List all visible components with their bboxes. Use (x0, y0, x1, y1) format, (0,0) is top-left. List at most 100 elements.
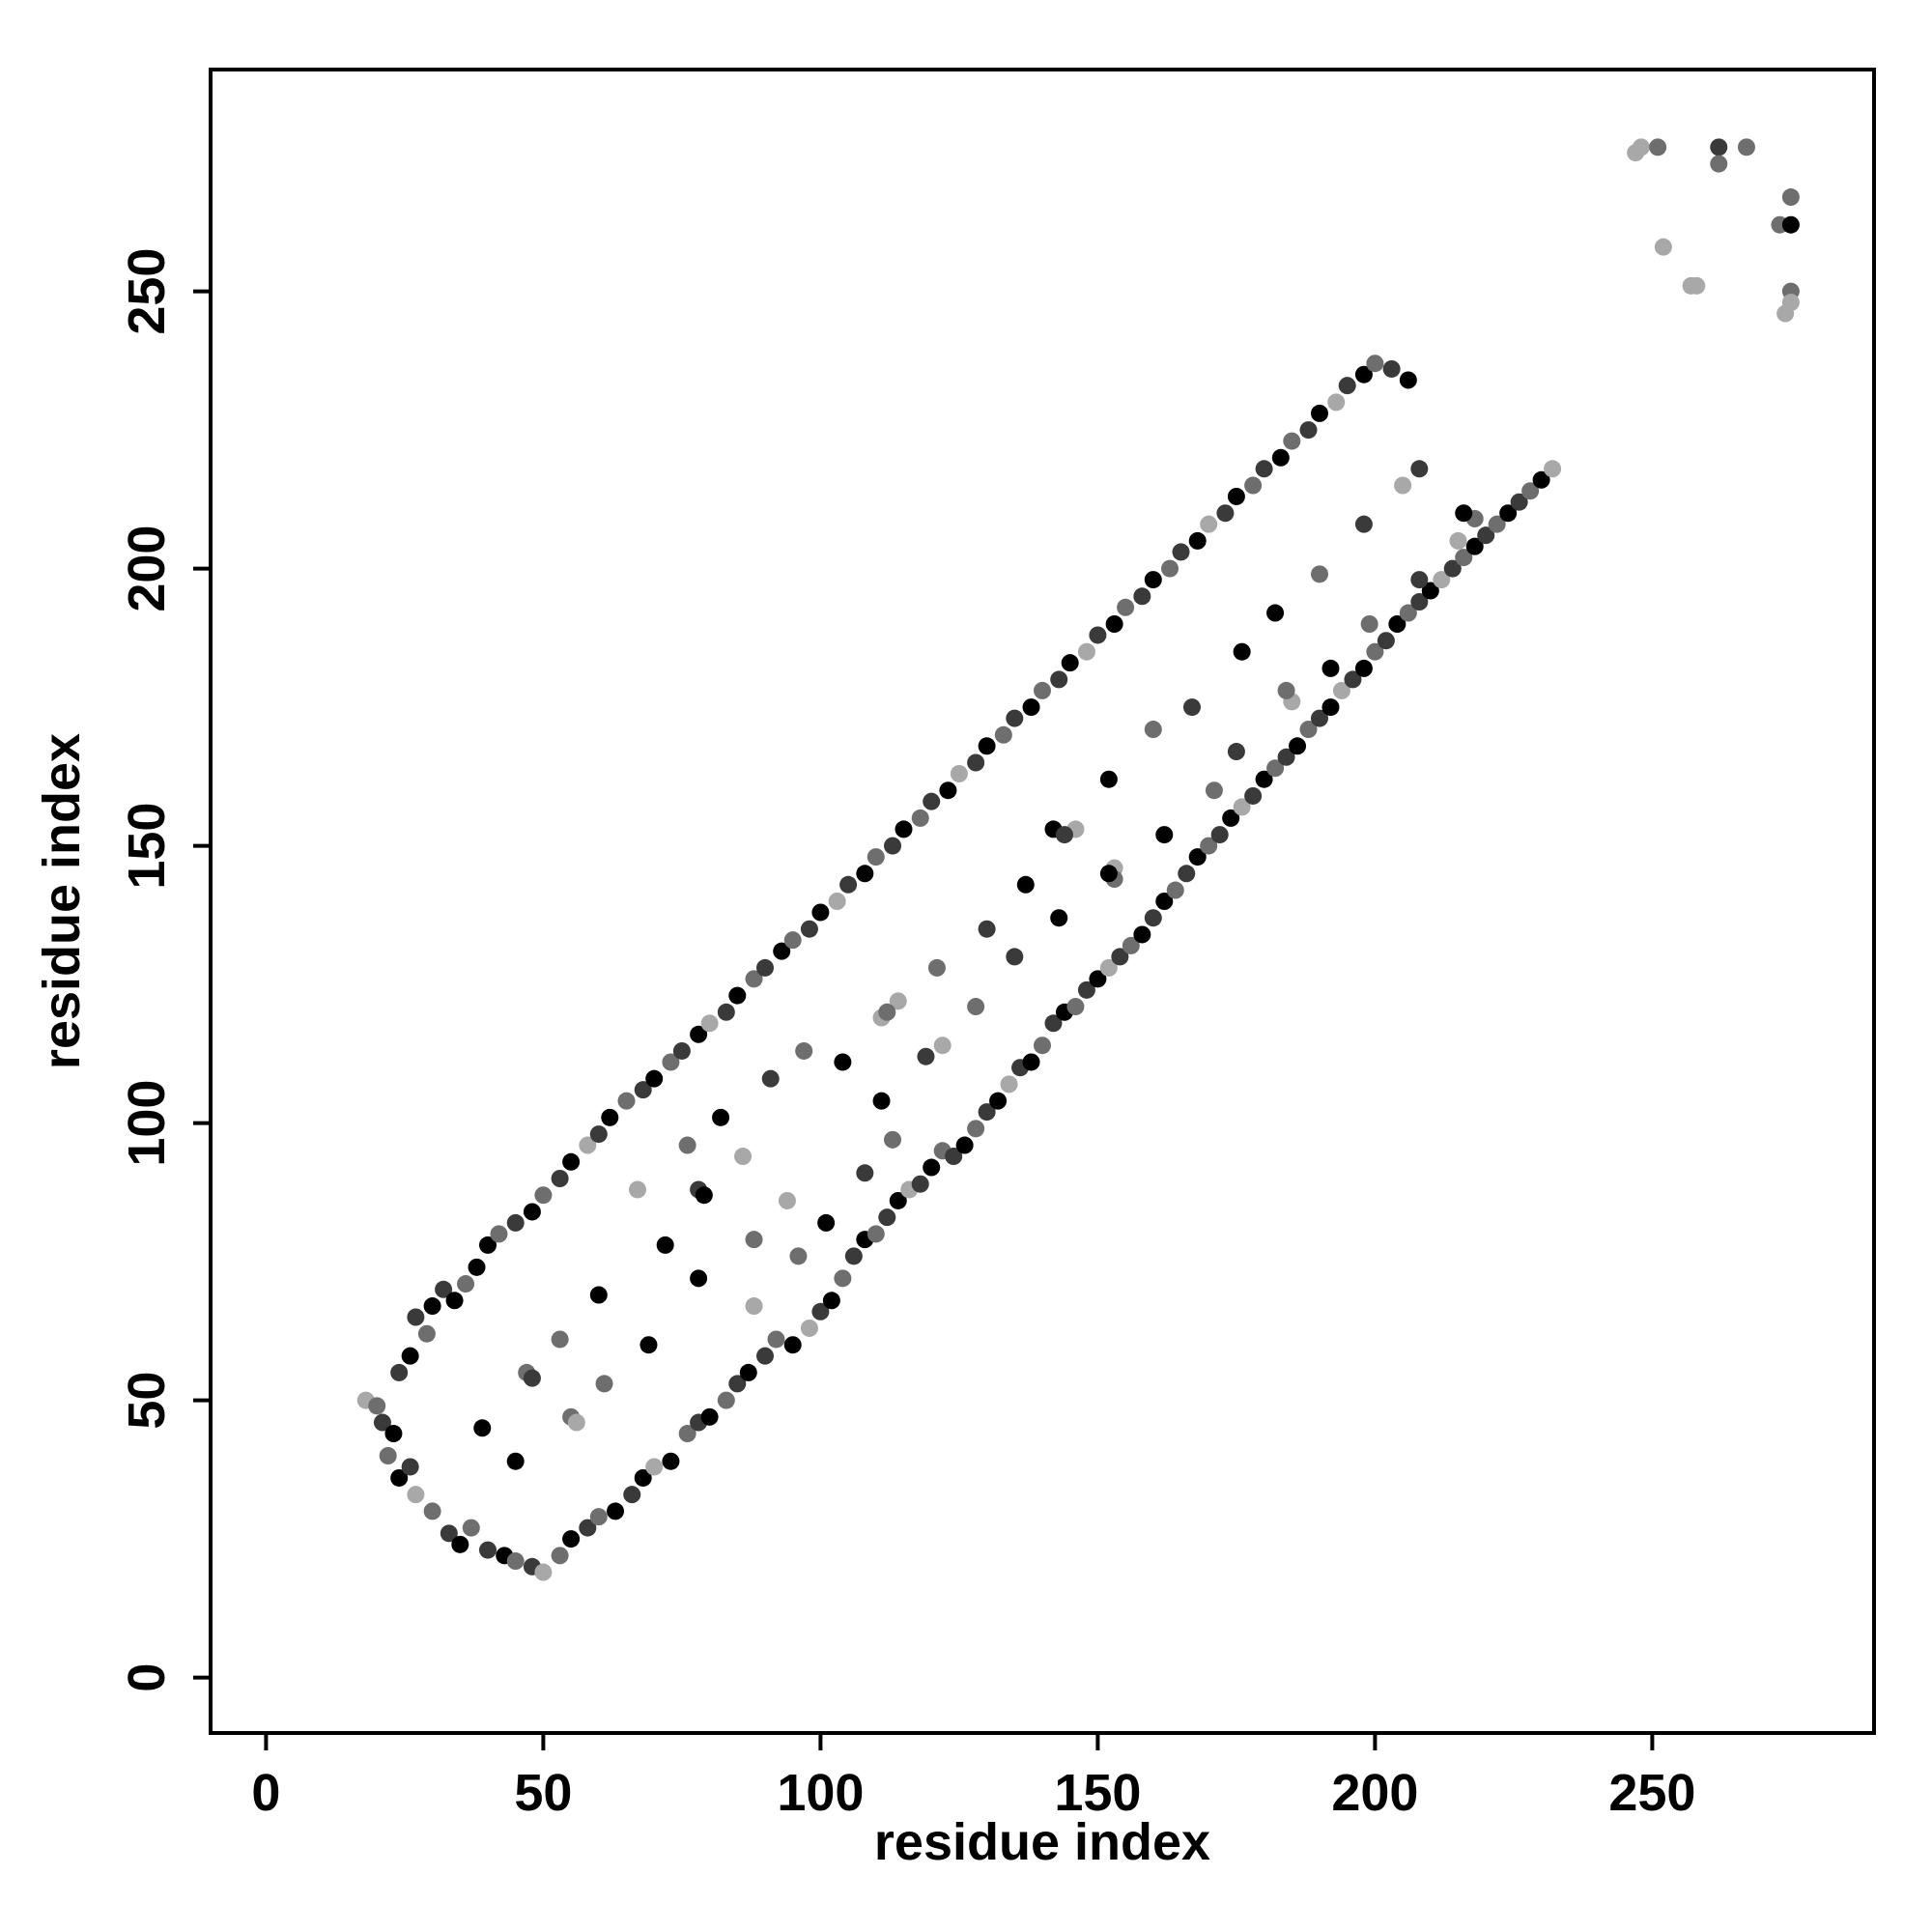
data-point (589, 1508, 608, 1526)
data-point (1455, 504, 1473, 523)
data-point (1006, 948, 1024, 966)
data-point (1410, 460, 1429, 478)
data-point (761, 1069, 780, 1088)
data-point (595, 1375, 613, 1393)
data-point (789, 1247, 808, 1265)
y-tick-label: 150 (118, 803, 176, 890)
data-point (1654, 238, 1672, 256)
data-point (927, 958, 946, 977)
data-point (745, 1297, 763, 1316)
y-axis-title: residue index (33, 733, 91, 1069)
x-tick-label: 200 (1331, 1764, 1418, 1822)
data-point (783, 931, 802, 950)
x-tick-label: 100 (777, 1764, 864, 1822)
data-point (1776, 304, 1795, 323)
data-point (745, 970, 763, 988)
data-point (1111, 948, 1129, 966)
data-point (1222, 809, 1240, 827)
data-point (844, 1247, 863, 1265)
data-point (834, 1269, 852, 1288)
data-point (978, 1103, 996, 1122)
data-point (390, 1468, 409, 1487)
data-point (717, 1003, 735, 1021)
data-point (390, 1363, 409, 1381)
data-point (1172, 543, 1190, 561)
data-point (1360, 615, 1378, 633)
data-point (917, 1047, 935, 1065)
data-point (800, 920, 818, 938)
data-point (773, 942, 791, 960)
data-point (933, 1037, 952, 1055)
data-point (1710, 155, 1728, 173)
data-point (401, 1347, 419, 1365)
data-point (1410, 571, 1429, 589)
x-axis-title: residue index (874, 1813, 1210, 1871)
y-axis-ticks: 0 50 100 150 200 250 (118, 248, 211, 1692)
data-point (1022, 698, 1040, 717)
data-point (1433, 571, 1451, 589)
data-point (1122, 936, 1140, 954)
data-point (872, 1092, 891, 1110)
data-point (551, 1330, 569, 1349)
data-point (562, 1530, 581, 1548)
data-point (1000, 1075, 1018, 1094)
data-point (506, 1213, 525, 1232)
data-point (1266, 759, 1285, 778)
data-point (589, 1125, 608, 1144)
data-point (423, 1297, 441, 1316)
data-point (384, 1425, 403, 1443)
data-point (579, 1519, 597, 1537)
data-point (923, 792, 941, 810)
data-point (1161, 559, 1179, 578)
x-axis-ticks: 0 50 100 150 200 250 (251, 1733, 1695, 1822)
data-point (1077, 980, 1095, 999)
data-point (473, 1419, 492, 1437)
data-point (1055, 826, 1073, 844)
data-point (490, 1225, 508, 1243)
data-point (1449, 531, 1467, 550)
data-point (407, 1486, 425, 1504)
data-point (967, 998, 985, 1016)
data-point (1443, 559, 1462, 578)
data-point (989, 1092, 1008, 1110)
data-point (1034, 681, 1051, 699)
data-point (639, 1336, 658, 1354)
data-point (911, 809, 929, 827)
data-point (1099, 865, 1118, 883)
data-point (828, 893, 846, 910)
data-point (1737, 138, 1755, 156)
data-point (1166, 881, 1184, 899)
data-point (1105, 615, 1123, 633)
data-point (1354, 515, 1373, 533)
data-point (1710, 138, 1728, 156)
data-point (551, 1170, 569, 1187)
data-point (1133, 587, 1151, 606)
data-point (1366, 355, 1384, 373)
data-point (1022, 1053, 1040, 1071)
data-point (1332, 681, 1350, 699)
data-point (678, 1136, 696, 1154)
data-point (1066, 998, 1085, 1016)
data-point (379, 1447, 397, 1464)
data-point (506, 1452, 525, 1470)
data-point (479, 1236, 497, 1254)
data-point (1178, 865, 1196, 883)
data-point (1354, 365, 1373, 384)
data-point (1299, 721, 1318, 739)
data-point (795, 1041, 813, 1060)
data-point (1465, 537, 1484, 555)
data-point (1233, 798, 1251, 816)
data-point (373, 1413, 391, 1432)
data-point (1277, 681, 1295, 699)
data-point (856, 865, 874, 883)
data-point (889, 1191, 907, 1209)
data-point (1382, 359, 1401, 378)
data-point (1255, 460, 1273, 478)
data-point (967, 1120, 985, 1138)
data-point (1155, 826, 1174, 844)
data-point (1205, 781, 1223, 800)
data-point (662, 1053, 680, 1071)
data-point (506, 1552, 525, 1571)
data-point (1210, 826, 1229, 844)
data-point (628, 1180, 646, 1199)
